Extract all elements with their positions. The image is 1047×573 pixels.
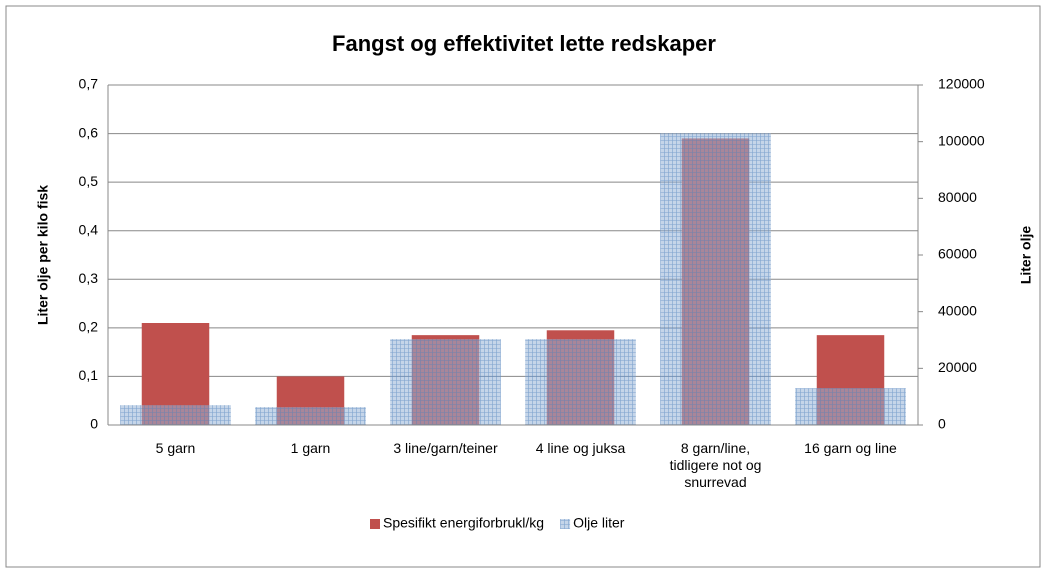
- y2-tick-label: 120000: [938, 76, 985, 92]
- x-tick-label: 16 garn og line: [804, 440, 897, 456]
- y2-tick-label: 80000: [938, 189, 977, 205]
- y2-tick-label: 0: [938, 416, 946, 432]
- bar: [390, 339, 501, 425]
- bar: [120, 405, 231, 425]
- bar: [525, 339, 636, 425]
- y-tick-label: 0,7: [79, 76, 99, 92]
- y2-tick-label: 40000: [938, 302, 977, 318]
- y-axis-title: Liter olje per kilo fisk: [35, 185, 51, 325]
- chart-title: Fangst og effektivitet lette redskaper: [332, 31, 716, 56]
- y-tick-label: 0,6: [79, 124, 99, 140]
- y2-axis-title: Liter olje: [1018, 226, 1034, 285]
- y2-tick-label: 20000: [938, 359, 977, 375]
- x-tick-label: 1 garn: [290, 440, 331, 456]
- chart-frame: [5, 5, 1041, 568]
- y2-tick-label: 100000: [938, 132, 985, 148]
- y2-tick-label: 60000: [938, 246, 977, 262]
- legend-label: Olje liter: [573, 515, 625, 531]
- x-tick-label: 3 line/garn/teiner: [393, 440, 498, 456]
- legend-label: Spesifikt energiforbrukl/kg: [383, 515, 544, 531]
- y-tick-label: 0,4: [79, 221, 99, 237]
- bar: [660, 133, 771, 425]
- y-tick-label: 0,5: [79, 173, 99, 189]
- legend-swatch: [370, 519, 380, 529]
- legend-swatch: [560, 519, 571, 529]
- y-tick-label: 0,1: [79, 367, 99, 383]
- y-tick-label: 0,2: [79, 319, 99, 335]
- x-tick-label: 8 garn/line, tidligere not og snurrevad: [669, 440, 762, 490]
- x-tick-label: 5 garn: [155, 440, 196, 456]
- y-tick-label: 0: [90, 416, 98, 432]
- x-tick-label: 4 line og juksa: [535, 440, 626, 456]
- bar: [795, 388, 906, 425]
- bar: [255, 407, 366, 425]
- y-tick-label: 0,3: [79, 270, 99, 286]
